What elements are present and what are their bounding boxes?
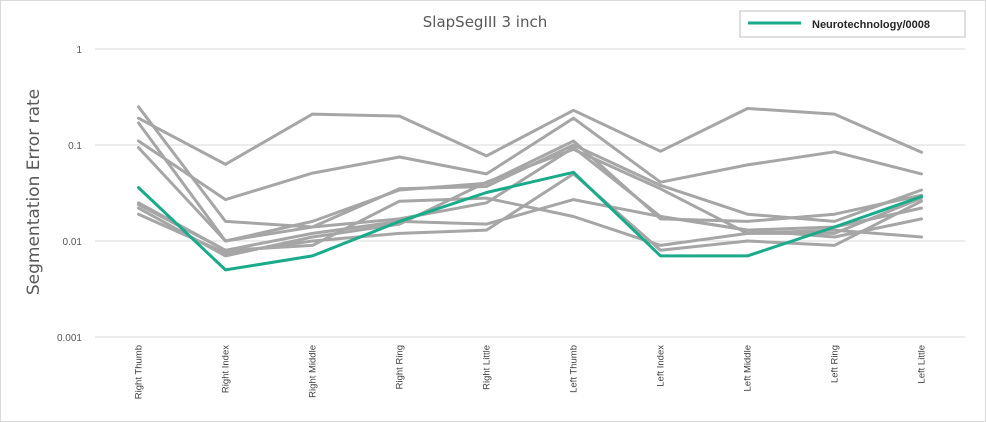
y-tick-label: 1 xyxy=(76,45,82,56)
x-tick-label: Right Index xyxy=(221,345,232,393)
y-tick-labels: 1 0.1 0.01 0.001 xyxy=(57,45,82,344)
x-tick-label: Left Ring xyxy=(830,345,841,383)
x-tick-label: Right Middle xyxy=(308,345,319,398)
series-lines xyxy=(137,105,923,272)
y-axis-label: Segmentation Error rate xyxy=(24,89,44,295)
highlight-series-line xyxy=(137,170,923,272)
x-tick-label: Left Index xyxy=(656,345,667,387)
gridlines xyxy=(95,48,965,338)
series-line xyxy=(137,107,923,166)
x-tick-label: Right Thumb xyxy=(134,345,145,399)
y-tick-label: 0.01 xyxy=(63,237,83,248)
x-tick-label: Left Middle xyxy=(743,345,754,391)
series-line xyxy=(137,147,923,258)
legend: Neurotechnology/0008 xyxy=(739,10,966,38)
x-tick-label: Right Ring xyxy=(395,345,406,389)
legend-label: Neurotechnology/0008 xyxy=(812,19,930,31)
series-line xyxy=(137,146,923,243)
series-line xyxy=(137,121,923,243)
x-tick-label: Right Little xyxy=(482,345,493,390)
y-tick-label: 0.1 xyxy=(68,141,82,152)
chart-title: SlapSegIII 3 inch xyxy=(423,13,547,31)
x-tick-labels: Right Thumb Right Index Right Middle Right … xyxy=(134,345,928,399)
y-tick-label: 0.001 xyxy=(57,333,82,344)
series-line xyxy=(137,116,923,202)
x-tick-label: Left Little xyxy=(917,345,928,384)
x-tick-label: Left Thumb xyxy=(569,345,580,393)
